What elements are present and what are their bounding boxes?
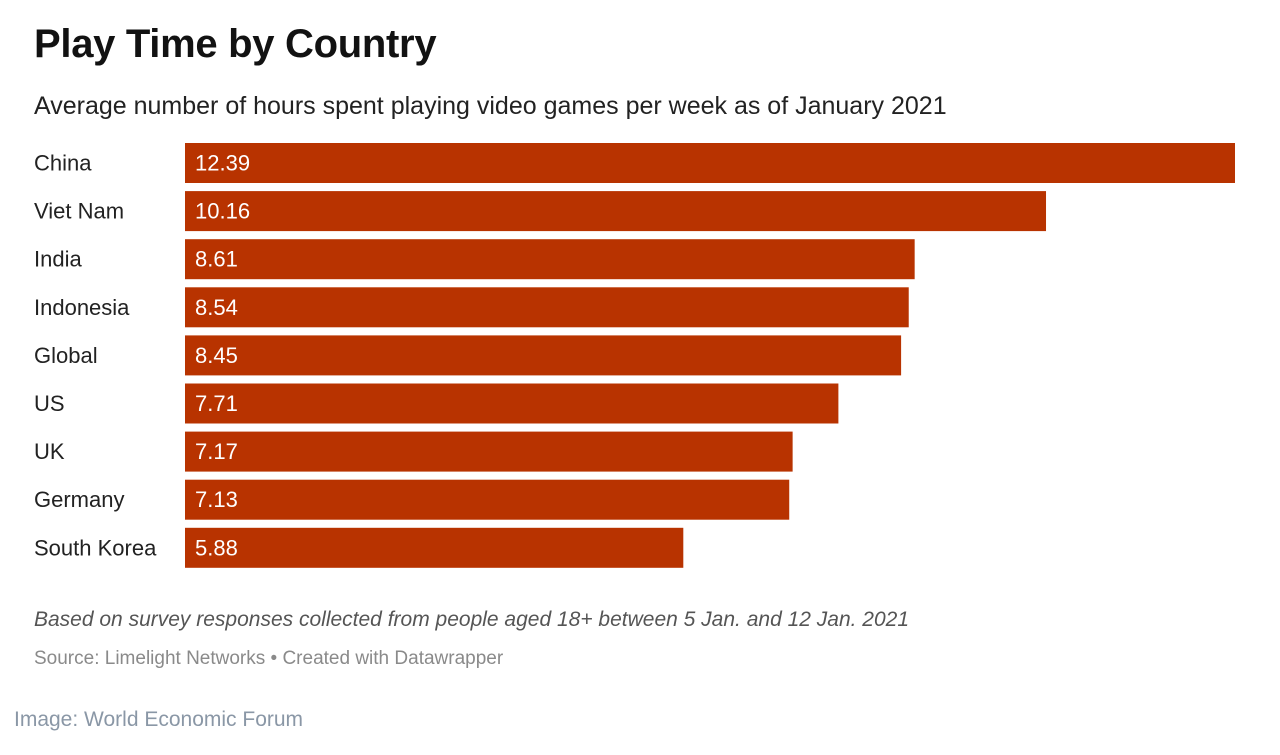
- bar: [185, 287, 909, 328]
- chart-notes: Based on survey responses collected from…: [34, 608, 910, 631]
- category-label: China: [34, 151, 92, 176]
- bar: [185, 383, 839, 424]
- category-label: Germany: [34, 487, 124, 512]
- chart-card: Play Time by Country Average number of h…: [18, 8, 1258, 693]
- category-label: Viet Nam: [34, 199, 124, 224]
- bar-row: US 7.71: [34, 383, 839, 424]
- bar: [185, 431, 793, 472]
- bars-layer: China 12.39 Viet Nam 10.16 India 8.61 Indonesi…: [34, 143, 1235, 568]
- category-label: Global: [34, 343, 98, 368]
- chart-title: Play Time by Country: [34, 22, 437, 66]
- bar: [185, 479, 790, 520]
- category-label: India: [34, 247, 82, 272]
- value-label: 8.45: [195, 343, 238, 368]
- bar-row: Germany 7.13: [34, 479, 790, 520]
- bar-row: Indonesia 8.54: [34, 287, 909, 328]
- bar: [185, 143, 1235, 183]
- bar: [185, 239, 915, 280]
- chart-source: Source: Limelight Networks • Created wit…: [34, 648, 504, 669]
- image-credit: Image: World Economic Forum: [14, 708, 304, 731]
- value-label: 8.61: [195, 247, 238, 272]
- bar-row: India 8.61: [34, 239, 915, 280]
- value-label: 10.16: [195, 199, 250, 224]
- bar-row: Viet Nam 10.16: [34, 191, 1047, 232]
- bar-chart: China 12.39 Viet Nam 10.16 India 8.61 Indonesi…: [34, 143, 1235, 568]
- bar-row: Global 8.45: [34, 335, 902, 376]
- bar-row: UK 7.17: [34, 431, 793, 472]
- category-label: Indonesia: [34, 295, 130, 320]
- value-label: 12.39: [195, 151, 250, 176]
- value-label: 7.17: [195, 439, 238, 464]
- category-label: South Korea: [34, 535, 157, 560]
- bar: [185, 527, 684, 568]
- value-label: 5.88: [195, 535, 238, 560]
- bar-row: China 12.39: [34, 143, 1235, 183]
- bar-row: South Korea 5.88: [34, 527, 684, 568]
- chart-subtitle: Average number of hours spent playing vi…: [34, 92, 947, 120]
- category-label: US: [34, 391, 65, 416]
- value-label: 8.54: [195, 295, 238, 320]
- value-label: 7.71: [195, 391, 238, 416]
- bar: [185, 191, 1047, 232]
- value-label: 7.13: [195, 487, 238, 512]
- category-label: UK: [34, 439, 65, 464]
- bar: [185, 335, 902, 376]
